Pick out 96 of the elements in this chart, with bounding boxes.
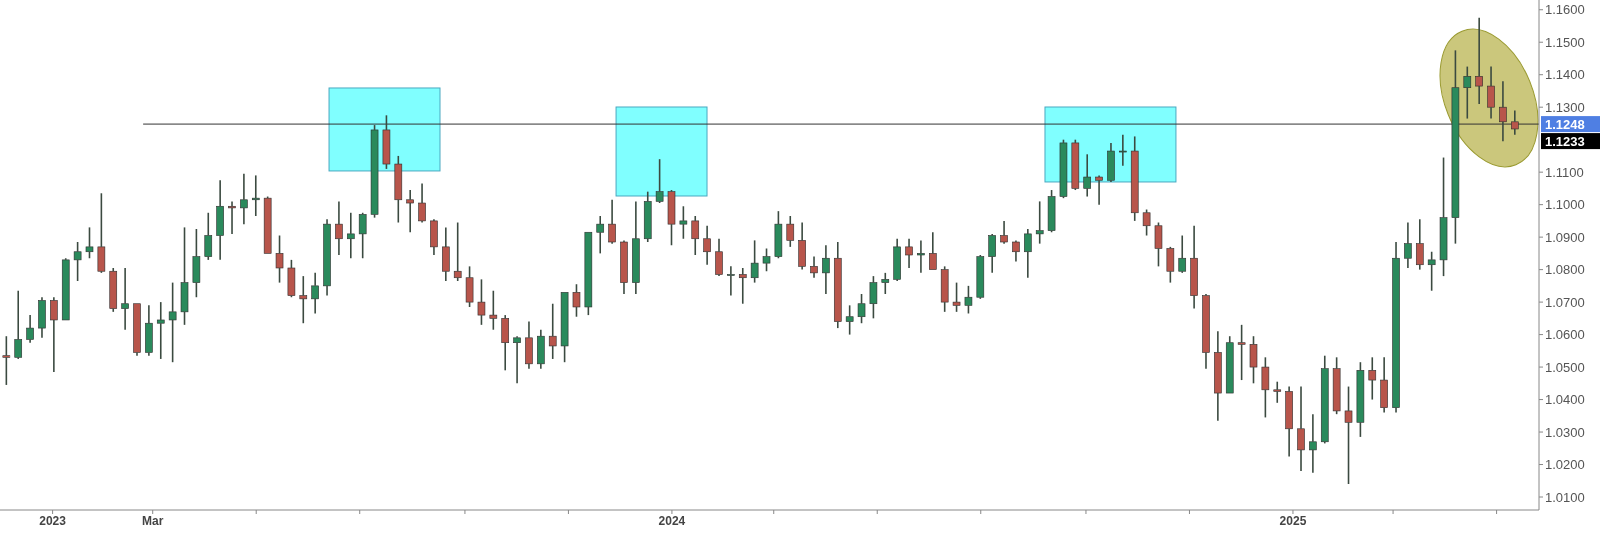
candlestick [703,224,711,266]
candlestick [691,215,700,256]
candlestick [632,200,640,295]
candlestick [1392,241,1400,414]
x-tick-label: 2024 [658,513,686,528]
candlestick [833,241,842,329]
y-tick-label: 1.1500 [1545,34,1585,50]
candlestick [988,233,996,274]
candlestick [347,211,355,260]
candlestick [1404,221,1412,269]
candlestick [145,304,153,357]
candlestick [525,320,533,370]
y-tick-label: 1.0500 [1545,359,1585,375]
candlestick [26,314,34,344]
candlestick [1475,17,1483,105]
candlestick [881,272,890,295]
candlestick [1415,218,1424,271]
candlestick [738,267,747,305]
candlestick [1368,356,1377,401]
candlestick [2,335,11,386]
candlestick [156,301,165,360]
candlestick [1309,413,1317,474]
y-tick-label: 1.1100 [1545,164,1584,180]
candlestick [548,302,557,360]
y-tick-label: 1.0400 [1545,392,1585,408]
candlestick [822,244,830,295]
candlestick [786,215,795,248]
candlestick [596,215,605,255]
y-tick-label: 1.1600 [1545,2,1585,18]
candlestick [430,218,438,256]
candlestick [917,239,925,274]
candlestick [1202,293,1210,370]
candlestick [1344,385,1353,485]
candlestick [643,190,652,243]
candlestick [501,314,510,372]
candlestick [240,172,248,225]
candlestick [38,296,46,339]
candlestick [418,182,426,224]
x-tick-label: 2023 [39,513,67,528]
y-tick-label: 1.0600 [1545,327,1585,343]
candlestick [727,265,735,297]
candlestick [513,335,521,385]
candlestick [1035,200,1044,245]
candlestick [1012,239,1020,263]
candlestick [1214,330,1222,422]
x-tick-label: Mar [142,513,164,528]
y-tick-label: 1.1300 [1545,99,1585,115]
candlestick [335,200,343,256]
y-tick-label: 1.0800 [1545,262,1585,278]
candlestick [1380,356,1388,414]
candlestick [442,226,450,282]
candlestick [1130,135,1139,222]
candlestick [1119,134,1127,167]
ref-line-label: 1.1248 [1545,117,1585,133]
candlestick [537,328,545,370]
x-tick-label: 2025 [1279,513,1307,528]
y-tick-label: 1.1400 [1545,67,1585,83]
candlestick [1190,224,1198,310]
candlestick [1107,142,1115,183]
candlestick [1024,228,1032,279]
candlestick [1178,234,1187,274]
candlestick [216,179,224,261]
candlestick [228,200,236,235]
candlestick [406,189,414,234]
candlestick [1083,153,1092,198]
candlestick [1273,380,1282,404]
candlestick [323,218,331,297]
candlestick [893,237,901,282]
y-tick-label: 1.0700 [1545,294,1585,310]
candlestick [311,272,319,315]
candlestick [168,281,177,363]
candlestick [905,237,913,269]
candlestick [1000,220,1008,245]
y-tick-label: 1.0100 [1545,489,1585,505]
candlestick [121,267,129,331]
candlestick [620,239,628,295]
candlestick [50,296,58,373]
candlestick [1285,385,1293,458]
candlestick [109,267,118,313]
candlestick [204,211,213,261]
y-tick-label: 1.1000 [1545,197,1585,213]
y-tick-label: 1.0900 [1545,229,1585,245]
candlestick [798,221,806,271]
candlestick [1487,65,1495,120]
candlestick [251,174,260,217]
annotation: 1.1233 [1545,134,1585,150]
candlestick [1095,174,1103,206]
y-tick-label: 1.0200 [1545,457,1585,473]
candlestick [810,255,818,279]
candlestick [715,237,723,277]
candlestick [14,289,23,360]
candlestick [1297,385,1305,472]
y-tick-label: 1.0300 [1545,424,1585,440]
candlestick [1463,65,1472,120]
candlestick [608,198,616,245]
candlestick [299,275,308,325]
